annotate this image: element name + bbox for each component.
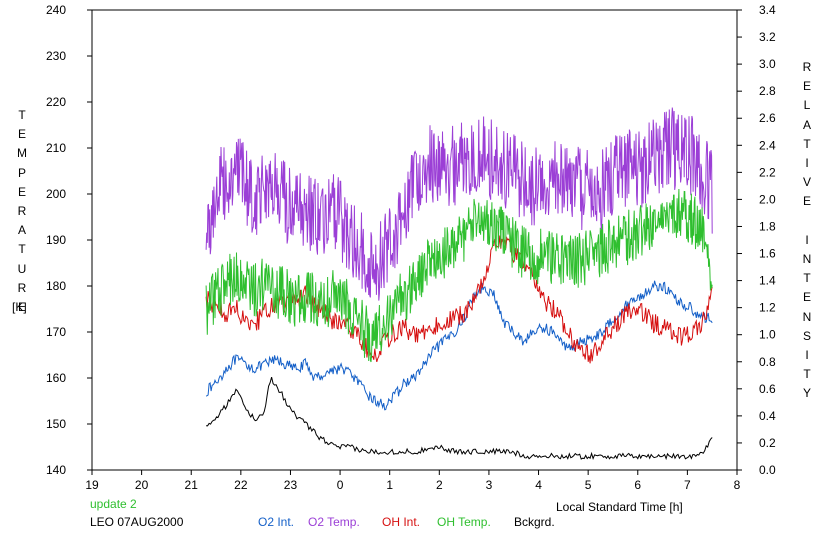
right-tick-label: 3.0 bbox=[759, 57, 776, 71]
axis-label-char: E bbox=[17, 300, 26, 315]
axis-label-char: I bbox=[805, 156, 809, 171]
legend-item: OH Int. bbox=[382, 515, 421, 529]
axis-label-char: E bbox=[802, 79, 811, 94]
left-tick-label: 170 bbox=[46, 325, 66, 339]
left-tick-label: 150 bbox=[46, 417, 66, 431]
right-tick-label: 1.2 bbox=[759, 301, 776, 315]
right-tick-label: 1.8 bbox=[759, 219, 776, 233]
right-tick-label: 1.0 bbox=[759, 328, 776, 342]
legend-item: Bckgrd. bbox=[514, 515, 555, 529]
x-tick-label: 1 bbox=[386, 478, 393, 492]
x-tick-label: 2 bbox=[436, 478, 443, 492]
axis-label-char: E bbox=[17, 127, 26, 142]
x-axis-label: Local Standard Time [h] bbox=[556, 500, 683, 514]
axis-label-char: M bbox=[17, 146, 27, 161]
x-tick-label: 22 bbox=[234, 478, 248, 492]
axis-label-char: T bbox=[803, 367, 811, 382]
x-tick-label: 19 bbox=[85, 478, 99, 492]
axis-label-char: Y bbox=[802, 386, 811, 401]
axis-label-char: U bbox=[17, 261, 27, 276]
right-tick-label: 2.2 bbox=[759, 165, 776, 179]
x-tick-label: 8 bbox=[734, 478, 741, 492]
left-tick-label: 210 bbox=[46, 141, 66, 155]
right-tick-label: 0.0 bbox=[759, 463, 776, 477]
axis-label-char: N bbox=[802, 309, 812, 324]
legend-item: O2 Temp. bbox=[308, 515, 360, 529]
right-tick-label: 2.4 bbox=[759, 138, 776, 152]
axis-label-char: T bbox=[18, 242, 26, 257]
axis-label-char: I bbox=[805, 348, 809, 363]
axis-label-char: T bbox=[803, 271, 811, 286]
axis-label-char: R bbox=[17, 204, 27, 219]
axis-label-char: E bbox=[802, 290, 811, 305]
axis-label-char: A bbox=[17, 223, 26, 238]
axis-label-char: N bbox=[802, 252, 812, 267]
right-axis-ticks: 0.0 0.2 0.4 0.6 0.8 1.0 1.2 1.4 1.6 1.8 2.0 2.2 2.4 2… bbox=[737, 3, 776, 477]
left-tick-label: 180 bbox=[46, 279, 66, 293]
x-tick-label: 21 bbox=[185, 478, 199, 492]
x-axis-ticks: 19 20 21 22 23 0 1 2 3 4 5 6 7 8 bbox=[85, 470, 741, 492]
right-tick-label: 0.6 bbox=[759, 382, 776, 396]
axis-label-char: E bbox=[802, 194, 811, 209]
right-tick-label: 3.2 bbox=[759, 30, 776, 44]
right-tick-label: 1.6 bbox=[759, 247, 776, 261]
axis-label-char: P bbox=[17, 165, 26, 180]
left-tick-label: 230 bbox=[46, 49, 66, 63]
axis-label-char: E bbox=[17, 184, 26, 199]
legend-item: OH Temp. bbox=[437, 515, 491, 529]
right-tick-label: 1.4 bbox=[759, 274, 776, 288]
right-tick-label: 2.0 bbox=[759, 192, 776, 206]
series-line bbox=[205, 188, 713, 363]
right-tick-label: 0.8 bbox=[759, 355, 776, 369]
axis-label-char: V bbox=[802, 175, 811, 190]
left-axis-unit: [K] bbox=[12, 300, 27, 314]
x-tick-label: 0 bbox=[337, 478, 344, 492]
axis-label-char: A bbox=[802, 117, 811, 132]
right-tick-label: 0.2 bbox=[759, 436, 776, 450]
legend-item: O2 Int. bbox=[258, 515, 295, 529]
left-tick-label: 240 bbox=[46, 3, 66, 17]
axis-label-char: R bbox=[802, 60, 812, 74]
x-tick-label: 20 bbox=[135, 478, 149, 492]
series-line bbox=[206, 376, 713, 461]
x-tick-label: 23 bbox=[284, 478, 298, 492]
left-tick-label: 190 bbox=[46, 233, 66, 247]
right-tick-label: 3.4 bbox=[759, 3, 776, 17]
axis-label-char: I bbox=[805, 232, 809, 247]
update-annotation: update 2 bbox=[90, 497, 137, 511]
axis-label-char: T bbox=[18, 108, 26, 122]
left-tick-label: 140 bbox=[46, 463, 66, 477]
left-tick-label: 220 bbox=[46, 95, 66, 109]
right-tick-label: 0.4 bbox=[759, 409, 776, 423]
series-line bbox=[205, 107, 713, 301]
x-tick-label: 3 bbox=[486, 478, 493, 492]
right-tick-label: 2.6 bbox=[759, 111, 776, 125]
right-tick-label: 2.8 bbox=[759, 84, 776, 98]
left-axis-ticks: 140 150 160 170 180 190 200 210 220 230 240 bbox=[46, 3, 92, 477]
left-tick-label: 160 bbox=[46, 371, 66, 385]
x-tick-label: 7 bbox=[684, 478, 691, 492]
x-tick-label: 6 bbox=[634, 478, 641, 492]
axis-label-char: R bbox=[17, 280, 27, 295]
x-tick-label: 4 bbox=[535, 478, 542, 492]
station-date-annotation: LEO 07AUG2000 bbox=[90, 515, 184, 529]
left-tick-label: 200 bbox=[46, 187, 66, 201]
axis-label-char: S bbox=[802, 328, 811, 343]
axis-label-char: T bbox=[803, 136, 811, 151]
x-tick-label: 5 bbox=[585, 478, 592, 492]
axis-label-char: L bbox=[803, 98, 811, 113]
axis-label-char bbox=[805, 212, 808, 231]
plot-frame bbox=[91, 9, 738, 471]
series-layer bbox=[205, 107, 713, 461]
